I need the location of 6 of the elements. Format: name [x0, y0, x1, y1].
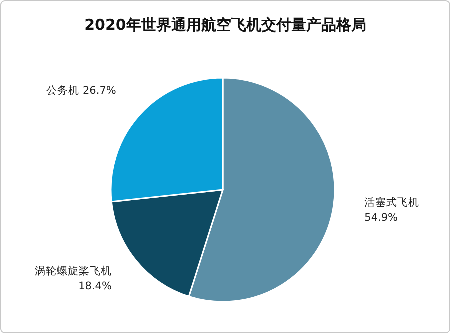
data-label: 54.9% [364, 212, 398, 224]
slice-label: 公务机 26.7% [46, 85, 116, 98]
data-label: 18.4% [78, 280, 112, 293]
slice-label: 活塞式飞机 [364, 196, 420, 209]
slice-label: 涡轮螺旋桨飞机 [34, 264, 112, 278]
chart-title: 2020年世界通用航空飞机交付量产品格局 [84, 16, 366, 34]
